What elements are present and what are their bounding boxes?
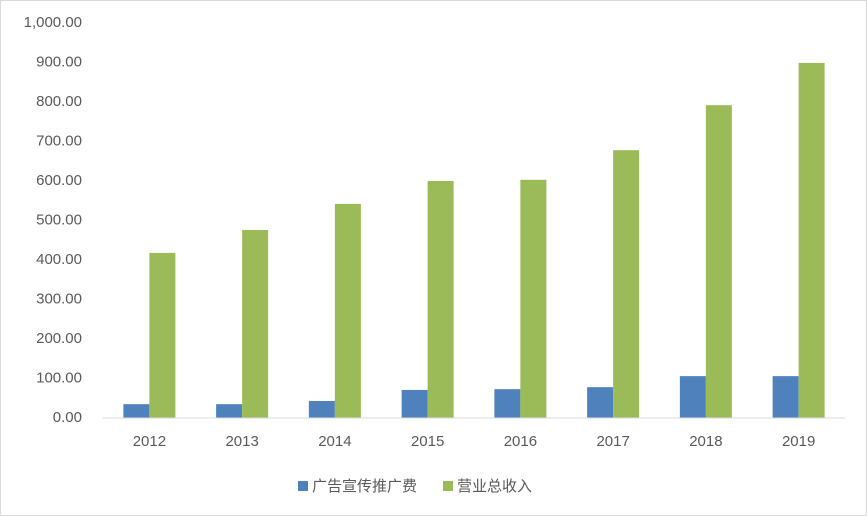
bar [401,389,428,418]
bar [705,105,732,418]
x-tick-label: 2015 [411,433,444,450]
bar [613,150,640,418]
y-tick-label: 400.00 [36,251,82,268]
y-tick-label: 700.00 [36,132,82,149]
y-tick-label: 100.00 [36,369,82,386]
legend-label: 广告宣传推广费 [312,478,417,495]
bar [242,229,269,418]
bar [123,404,150,418]
x-tick-label: 2019 [782,433,815,450]
bar [427,181,454,418]
x-tick-label: 2014 [318,433,351,450]
y-tick-label: 500.00 [36,211,82,228]
y-tick-label: 900.00 [36,53,82,70]
bar [216,404,243,418]
x-tick-label: 2012 [133,433,166,450]
y-tick-label: 600.00 [36,172,82,189]
x-tick-label: 2016 [504,433,537,450]
legend-label: 营业总收入 [457,478,532,495]
bar [334,203,361,418]
bar [520,179,547,418]
bar [587,387,614,418]
bar [308,401,335,418]
y-tick-label: 0.00 [53,409,82,426]
y-tick-label: 200.00 [36,330,82,347]
y-tick-label: 300.00 [36,290,82,307]
y-tick-label: 1,000.00 [24,14,82,31]
bar [149,252,176,418]
x-tick-label: 2018 [689,433,722,450]
bar [679,376,706,418]
x-tick-label: 2017 [596,433,629,450]
x-tick-label: 2013 [225,433,258,450]
legend-swatch [443,481,454,491]
legend-swatch [298,481,308,491]
y-tick-label: 800.00 [36,93,82,110]
bar [494,389,521,418]
bar [772,376,799,418]
bar [798,62,825,419]
